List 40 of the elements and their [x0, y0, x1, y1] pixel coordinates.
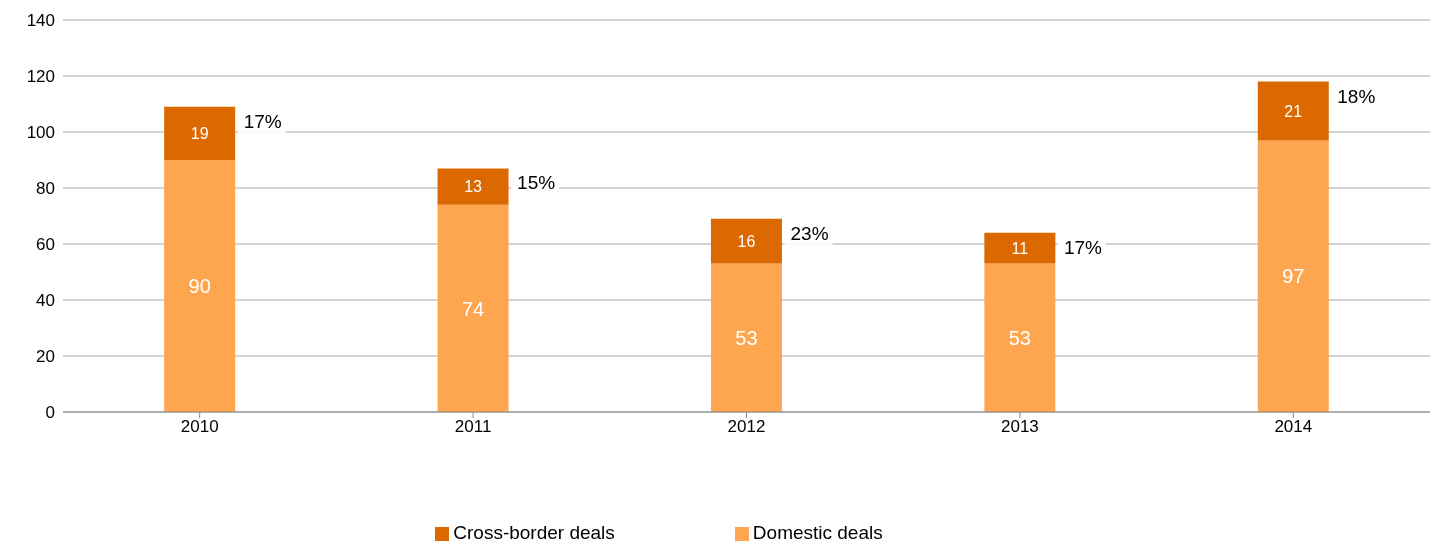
- bar: [164, 106, 236, 160]
- x-tick-label: 2011: [454, 417, 492, 437]
- bar: [984, 232, 1056, 264]
- data-label: 97: [1282, 265, 1305, 288]
- bar: [1257, 81, 1329, 141]
- data-label: 74: [461, 297, 485, 320]
- y-tick-label: 0: [45, 403, 55, 423]
- legend-label: Domestic deals: [752, 522, 883, 543]
- data-label: 90: [188, 275, 211, 298]
- annotation: 17%: [1063, 236, 1103, 258]
- y-tick-label: 140: [26, 11, 55, 31]
- x-tick-label: 2013: [1000, 417, 1039, 437]
- y-tick-label: 40: [36, 291, 55, 311]
- annotation: 18%: [1337, 85, 1376, 107]
- data-label: 13: [464, 178, 483, 196]
- bar: [1257, 140, 1329, 412]
- bar: [437, 204, 509, 412]
- data-label: 53: [1008, 326, 1031, 349]
- y-tick-label: 120: [26, 67, 55, 87]
- annotation: 23%: [790, 222, 829, 244]
- y-tick-label: 100: [26, 123, 55, 143]
- x-tick-label: 2012: [727, 417, 766, 437]
- data-label: 16: [737, 232, 756, 250]
- bar: [984, 263, 1056, 412]
- bar: [437, 168, 509, 205]
- annotation: 17%: [243, 110, 282, 132]
- y-tick-label: 60: [36, 235, 55, 255]
- data-label: 11: [1011, 239, 1029, 257]
- data-label: 53: [735, 326, 758, 349]
- annotation: 15%: [517, 172, 556, 194]
- y-tick-label: 80: [36, 179, 55, 199]
- bar: [164, 160, 236, 412]
- y-tick-label: 20: [36, 347, 55, 367]
- data-label: 19: [190, 125, 209, 143]
- legend-label: Cross-border deals: [453, 522, 615, 543]
- bar: [710, 263, 782, 412]
- bar: [710, 218, 782, 264]
- x-tick-label: 2014: [1274, 417, 1313, 437]
- data-label: 21: [1284, 102, 1303, 120]
- x-tick-label: 2010: [180, 417, 219, 437]
